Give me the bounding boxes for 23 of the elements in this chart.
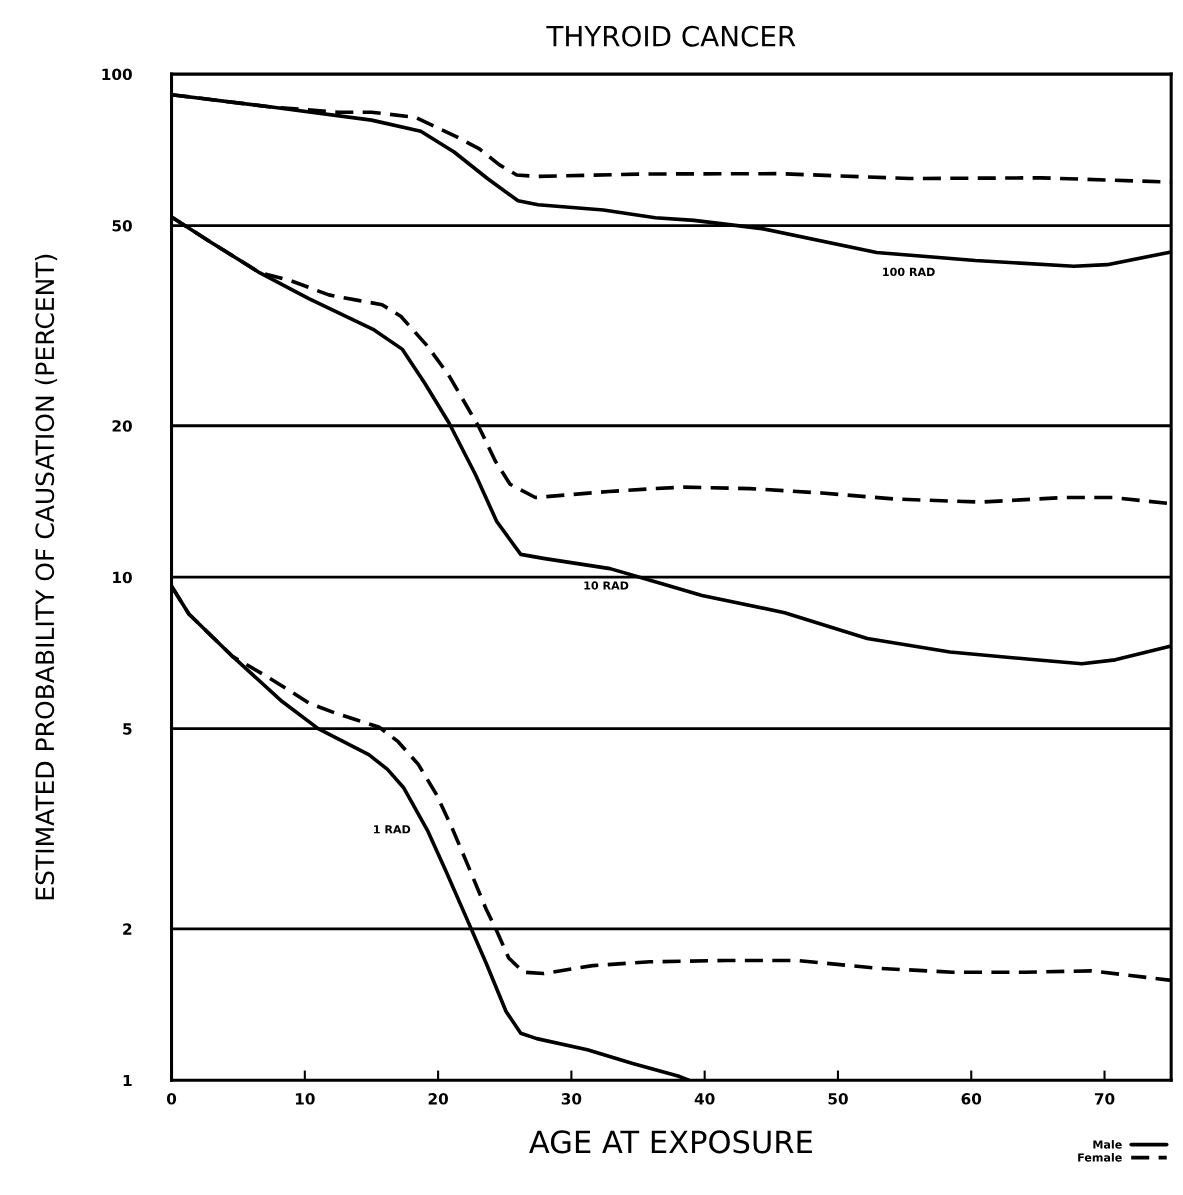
y-axis-title: ESTIMATED PROBABILITY OF CAUSATION (PERCENT): [34, 254, 58, 900]
y-tick-label: 10: [113, 571, 132, 584]
x-tick-label: 70: [1094, 1093, 1115, 1105]
y-tick-label: 5: [123, 723, 132, 735]
x-tick-label: 0: [166, 1093, 177, 1105]
y-tick-label: 2: [123, 923, 132, 935]
x-tick-label: 60: [961, 1093, 982, 1105]
annotation: 10 RAD: [584, 581, 629, 590]
chart-title: THYROID CANCER: [546, 25, 796, 47]
y-tick-label: 1: [123, 1074, 132, 1087]
x-tick-label: 20: [428, 1093, 448, 1105]
legend-label: Male: [1093, 1140, 1122, 1149]
y-tick-label: 100: [102, 68, 132, 81]
legend-label: Female: [1078, 1153, 1122, 1162]
x-tick-label: 40: [694, 1093, 715, 1105]
y-tick-label: 20: [112, 420, 132, 432]
x-tick-label: 50: [828, 1093, 848, 1105]
y-tick-label: 50: [112, 220, 132, 232]
annotation: 1 RAD: [374, 825, 411, 834]
x-axis-title: AGE AT EXPOSURE: [529, 1130, 812, 1154]
x-tick-label: 10: [295, 1093, 315, 1105]
annotation: 100 RAD: [883, 267, 935, 277]
x-tick-label: 30: [561, 1093, 582, 1105]
